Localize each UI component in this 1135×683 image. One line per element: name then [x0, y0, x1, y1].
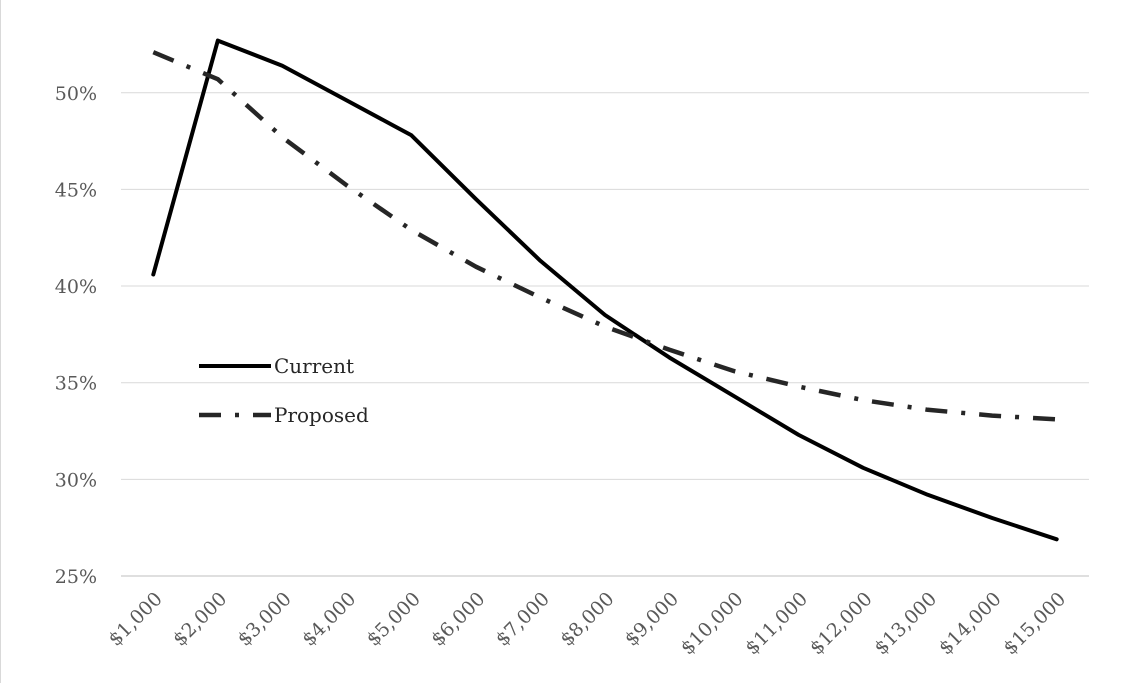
x-tick-label: $6,000	[427, 588, 490, 651]
x-tick-label: $10,000	[676, 588, 747, 659]
gridlines	[121, 92, 1089, 577]
y-tick-label: 35%	[55, 373, 97, 395]
legend: Current Proposed	[199, 354, 369, 427]
x-tick-label: $2,000	[169, 588, 232, 651]
x-tick-label: $4,000	[298, 588, 361, 651]
x-tick-label: $12,000	[806, 588, 877, 659]
y-tick-label: 25%	[55, 566, 97, 588]
x-tick-label: $15,000	[999, 588, 1070, 659]
legend-label-proposed: Proposed	[274, 403, 369, 427]
series-lines	[151, 38, 1059, 542]
legend-label-current: Current	[274, 354, 354, 378]
x-tick-label: $1,000	[104, 588, 167, 651]
x-tick-label: $3,000	[233, 588, 296, 651]
y-axis-tick-labels: 25% 30% 35% 40% 45% 50%	[55, 83, 97, 588]
x-axis-tick-labels: $1,000 $2,000 $3,000 $4,000 $5,000 $6,000 $7,0…	[104, 588, 1070, 659]
y-tick-label: 50%	[55, 83, 97, 105]
x-tick-label: $5,000	[362, 588, 425, 651]
y-tick-label: 45%	[55, 179, 97, 201]
x-tick-label: $7,000	[491, 588, 554, 651]
x-tick-label: $9,000	[621, 588, 684, 651]
x-tick-label: $11,000	[741, 588, 812, 659]
y-tick-label: 30%	[55, 469, 97, 491]
x-tick-label: $13,000	[870, 588, 941, 659]
series-line-proposed	[152, 50, 1057, 422]
series-line-current	[151, 38, 1059, 542]
y-tick-label: 40%	[55, 276, 97, 298]
x-tick-label: $8,000	[556, 588, 619, 651]
x-tick-label: $14,000	[935, 588, 1006, 659]
